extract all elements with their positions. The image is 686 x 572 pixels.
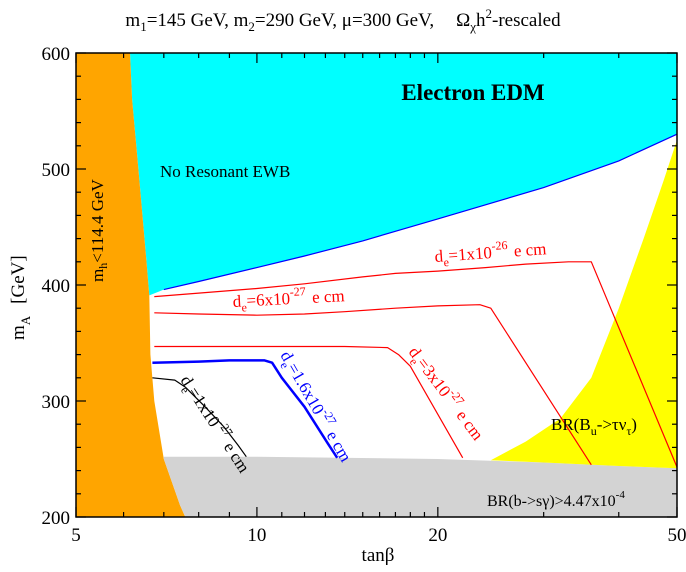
x-tick-label: 20 (428, 525, 447, 546)
ewb-boundary-line (163, 133, 677, 291)
no-resonant-ewb-label: No Resonant EWB (160, 162, 290, 181)
plot-area (76, 53, 677, 517)
br-bu-tau-nu-label: BR(Bu->τντ) (551, 415, 637, 438)
x-tick-label: 5 (71, 525, 81, 546)
exclusion-regions (76, 53, 677, 517)
contour-lines (152, 261, 677, 468)
higgs-mass-label: mh<114.4 GeV (88, 178, 110, 282)
electron-edm-label: Electron EDM (401, 80, 545, 105)
region-no-resonant-ewb (130, 53, 677, 296)
de-1e-26-label: de=1x10-26 e cm (434, 235, 548, 270)
y-axis-label: mA[GeV] (8, 255, 33, 340)
x-axis-label: tanβ (362, 545, 395, 566)
y-tick-label: 400 (42, 276, 71, 297)
axes: 200 300 400 500 600 5 10 20 50 (42, 44, 686, 546)
y-tick-label: 300 (42, 392, 71, 413)
y-tick-label: 200 (42, 508, 71, 529)
de-6e-27-label: de=6x10-27 e cm (232, 282, 345, 315)
contour-de-6x10-27 (154, 304, 592, 466)
de-3e-27-label: de=3x10-27e cm (402, 341, 491, 447)
x-tick-label: 10 (247, 525, 266, 546)
br-b-s-gamma-label: BR(b->sγ)>4.47x10-4 (487, 489, 625, 510)
contour-de-1x10-27 (152, 377, 247, 458)
region-higgs-mass-excluded (76, 53, 186, 517)
contour-de-1x10-26 (154, 261, 677, 468)
contour-de-1-6x10-27 (152, 359, 339, 459)
region-b-to-s-gamma-excluded (163, 456, 677, 517)
contour-de-3x10-27 (154, 345, 464, 459)
de-1-6e-27-label: de=1.6x10-27e cm (273, 346, 359, 468)
y-tick-label: 600 (42, 44, 71, 65)
x-tick-label: 50 (668, 525, 686, 546)
y-tick-label: 500 (42, 160, 71, 181)
chart-title: m1=145 GeV, m2=290 GeV, μ=300 GeV, Ωχh2-r… (125, 6, 561, 34)
region-bu-to-tau-nu-excluded (490, 140, 677, 469)
